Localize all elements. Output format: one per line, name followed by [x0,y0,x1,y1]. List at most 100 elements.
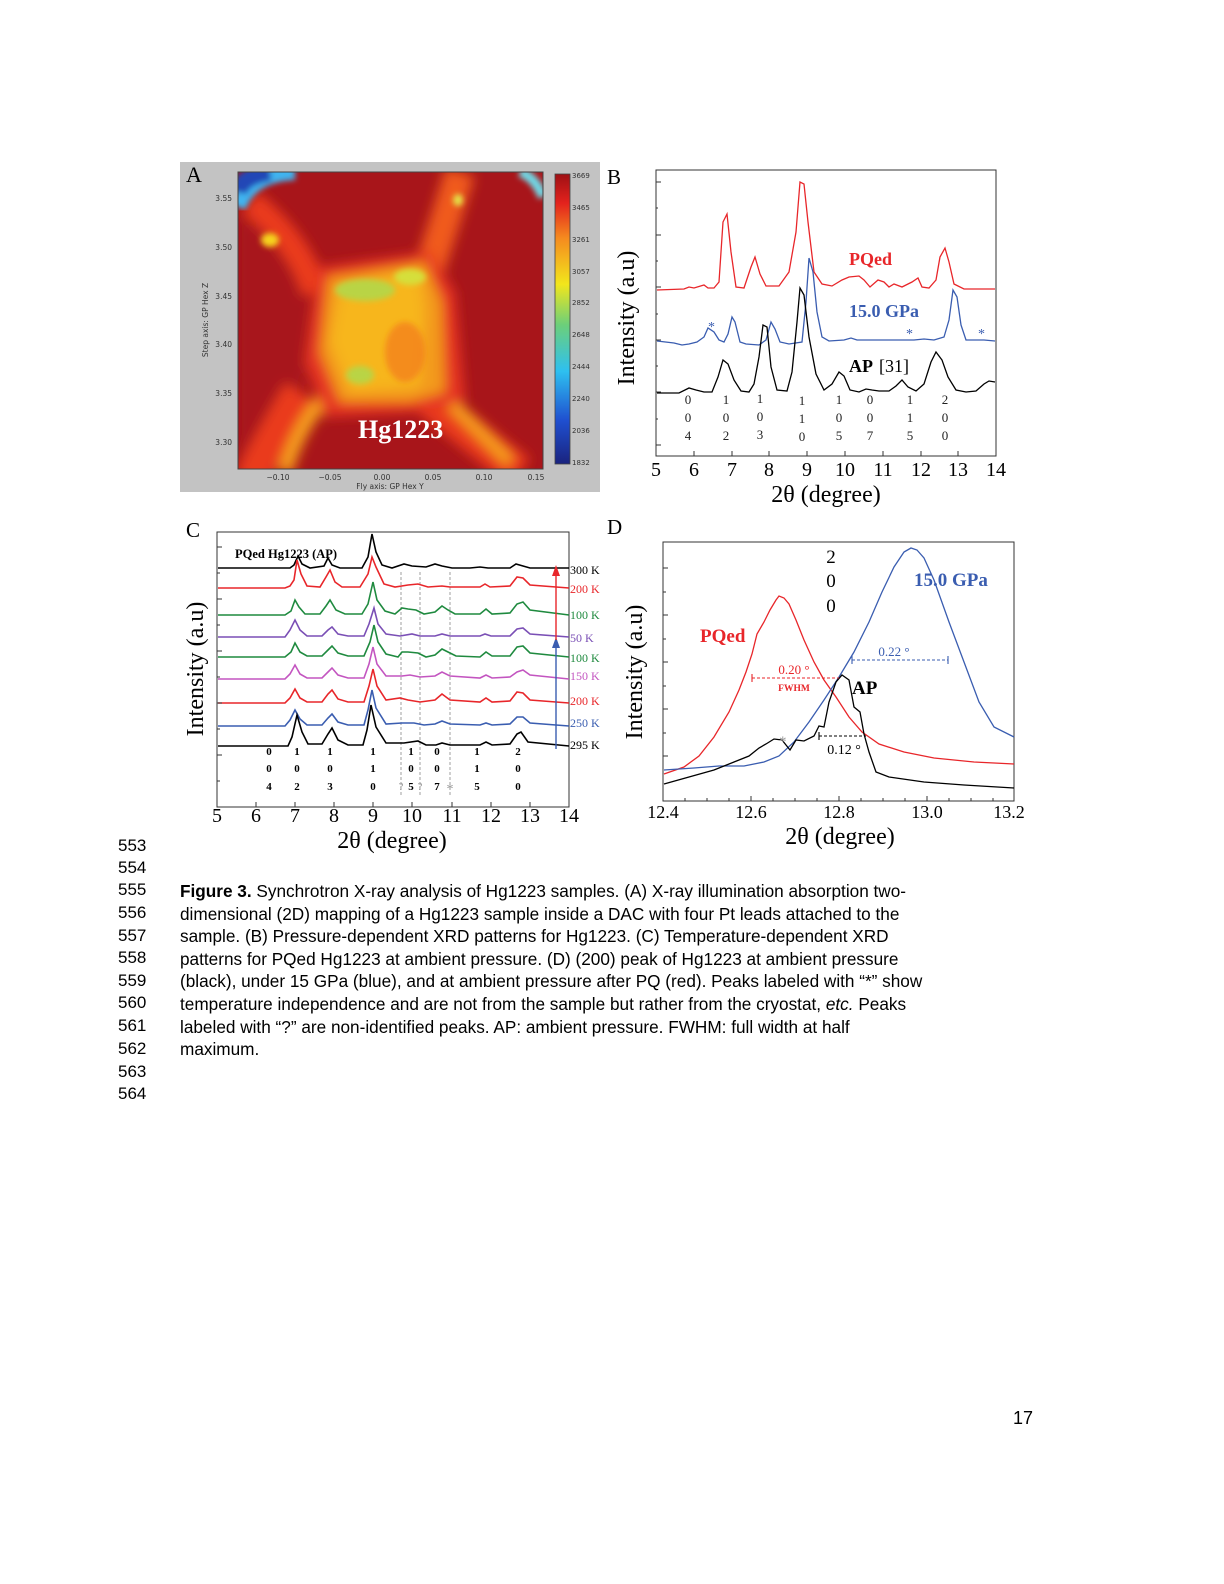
y-tick: 3.40 [215,340,232,349]
colorbar-tick: 2444 [572,363,590,371]
hkl-label: 2 [826,547,836,568]
caption-figure-label: Figure 3. [180,881,252,901]
caption-line: labeled with “?” are non-identified peak… [180,1016,850,1037]
colorbar-tick: 2036 [572,427,590,435]
line-number: 554 [118,858,147,877]
hkl-label: 0 [826,571,836,592]
x-tick: 13 [948,459,968,481]
y-tick: 3.50 [215,243,232,252]
x-tick: 12.6 [735,802,767,822]
legend-pqed: PQed [700,626,746,647]
series-ap [663,674,1015,789]
temp-label: 200 K [570,582,600,596]
x-tick: 0.15 [528,473,545,482]
hkl-label: 7 [434,781,440,793]
fwhm-pqed-value: 0.20 ° [778,662,809,677]
line-number: 563 [118,1062,147,1081]
hkl-label: 2 [942,392,949,407]
hkl-label: 0 [942,428,949,443]
caption-line: dimensional (2D) mapping of a Hg1223 sam… [180,903,900,924]
hkl-label: 0 [685,410,692,425]
trace-200k-w [218,554,570,589]
x-tick: −0.10 [267,473,290,482]
legend-15gpa: 15.0 GPa [914,570,988,591]
legend-ap: AP [849,356,873,376]
hkl-label: 0 [757,409,764,424]
x-tick: 6 [251,805,261,827]
peak-200-chart: D 0.20 ° FWH [607,515,1025,850]
x-tick: 12.8 [823,802,855,822]
fwhm-15gpa-value: 0.22 ° [878,644,909,659]
hkl-label: 0 [434,763,440,775]
x-tick: 9 [368,805,378,827]
hkl-label: 5 [474,781,480,793]
trace-100k-c [218,624,570,658]
panel-c-label: C [186,518,200,542]
legend-ap-ref: [31] [879,356,909,376]
hkl-label: 1 [836,392,843,407]
line-number: 558 [118,948,147,967]
temp-label: 250 K [570,716,600,730]
temp-label: 200 K [570,694,600,708]
star-marker: * [978,327,985,342]
series-15gpa [656,257,996,346]
hkl-label: 0 [685,392,692,407]
hkl-label: 2 [515,746,521,758]
x-tick: 13 [520,805,540,827]
caption-line: Figure 3. Synchrotron X-ray analysis of … [180,880,1050,903]
hkl-label: 1 [907,392,914,407]
temp-label: 100 K [570,608,600,622]
hkl-label: 0 [836,410,843,425]
caption-text: temperature independence and are not fro… [180,993,826,1014]
panel-b-label: B [607,165,621,189]
hkl-label: 0 [867,410,874,425]
x-tick: 12.4 [647,802,679,822]
unidentified-peak-marker: ? [399,781,404,793]
xrd-temperature-chart: C PQed Hg1223 (AP) [183,518,600,854]
x-axis-label: 2θ (degree) [337,828,446,854]
trace-150k [218,646,570,680]
colorbar [554,173,571,465]
hkl-label: 1 [370,746,376,758]
hkl-label: 1 [757,391,764,406]
line-number: 562 [118,1039,147,1058]
hkl-label: 5 [408,781,414,793]
panel-b: B PQed 15.0 GPa AP [31] * * * 0 [604,162,1024,512]
x-tick: 12 [481,805,501,827]
hkl-label: 0 [327,763,333,775]
hkl-label: 0 [266,763,272,775]
trace-250k [218,689,570,727]
xrd-pressure-chart: B PQed 15.0 GPa AP [31] * * * 0 [607,165,1006,508]
hkl-label: 3 [757,427,764,442]
legend-ap: AP [852,678,878,699]
caption-italic: etc. [825,993,854,1014]
hkl-label: 0 [434,746,440,758]
hkl-label: 1 [408,746,414,758]
hkl-label: 0 [294,763,300,775]
y-axis-label: Intensity (a.u) [614,251,640,386]
colorbar-tick: 3057 [572,268,590,276]
hkl-label: 1 [294,746,300,758]
hkl-label: 0 [515,781,521,793]
line-number: 555 [118,880,147,899]
x-tick: −0.05 [319,473,342,482]
figure-caption: Figure 3. Synchrotron X-ray analysis of … [180,880,1050,1061]
hkl-label: 0 [515,763,521,775]
x-tick: 6 [689,459,699,481]
caption-line: (black), under 15 GPa (blue), and at amb… [180,971,923,992]
trace-200k-c [218,668,570,704]
trace-50k [218,605,570,638]
x-tick: 8 [764,459,774,481]
temp-label: 300 K [570,563,600,577]
y-tick: 3.30 [215,438,232,447]
hkl-label: 0 [799,429,806,444]
y-tick: 3.55 [215,194,232,203]
x-tick: 14 [559,805,579,827]
hkl-label: 0 [723,410,730,425]
caption-text: Synchrotron X-ray analysis of Hg1223 sam… [251,881,906,901]
hkl-label: 2 [723,428,730,443]
hkl-label: 3 [327,781,333,793]
temp-label: 100 K [570,651,600,665]
x-axis-label: 2θ (degree) [771,482,880,508]
page-number: 17 [1013,1408,1034,1428]
